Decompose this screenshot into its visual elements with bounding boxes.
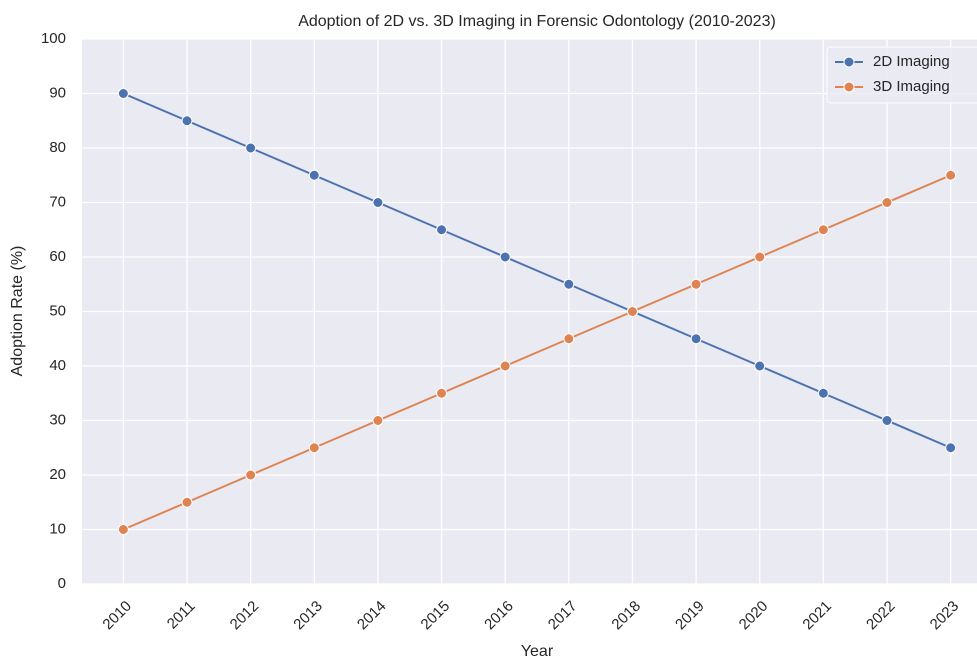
point xyxy=(690,278,702,290)
x-tick-label: 2016 xyxy=(481,598,517,634)
legend: 2D Imaging 3D Imaging xyxy=(826,46,977,104)
point xyxy=(181,496,193,508)
point xyxy=(117,88,129,99)
point xyxy=(245,469,257,481)
y-tick-label: 50 xyxy=(49,302,66,319)
x-tick-label: 2023 xyxy=(927,598,963,634)
legend-label: 3D Imaging xyxy=(873,78,950,95)
point xyxy=(499,251,511,263)
x-tick-label: 2010 xyxy=(99,598,135,634)
point xyxy=(372,415,384,426)
x-tick-label: 2017 xyxy=(545,598,581,634)
point xyxy=(881,197,893,208)
x-axis-label: Year xyxy=(521,643,554,660)
y-tick-label: 80 xyxy=(49,139,66,156)
y-tick-label: 30 xyxy=(49,411,66,428)
point xyxy=(245,142,257,154)
point xyxy=(945,169,957,181)
point xyxy=(563,333,575,345)
point xyxy=(563,278,575,290)
point xyxy=(181,115,193,127)
point xyxy=(499,360,511,372)
point xyxy=(308,169,320,181)
y-tick-label: 100 xyxy=(41,30,66,47)
legend-marker xyxy=(843,56,855,68)
point xyxy=(754,251,766,263)
point xyxy=(817,387,829,399)
point xyxy=(308,442,320,454)
x-tick-label: 2022 xyxy=(863,598,899,634)
x-tick-label: 2015 xyxy=(418,598,454,634)
y-tick-label: 60 xyxy=(49,248,66,265)
x-tick-label: 2011 xyxy=(164,598,199,633)
y-tick-label: 40 xyxy=(49,357,66,374)
legend-marker xyxy=(843,81,855,93)
x-tick-label: 2020 xyxy=(736,598,772,634)
point xyxy=(436,387,448,399)
x-tick-label: 2018 xyxy=(608,598,644,634)
y-tick-label: 90 xyxy=(49,84,66,101)
y-axis-label: Adoption Rate (%) xyxy=(9,246,26,377)
y-tick-label: 10 xyxy=(49,520,66,537)
x-tick-label: 2019 xyxy=(672,598,708,634)
marks xyxy=(117,88,957,535)
point xyxy=(626,306,638,317)
x-tick-label: 2012 xyxy=(227,598,263,634)
x-tick-label: 2014 xyxy=(354,598,390,634)
point xyxy=(881,415,893,426)
point xyxy=(372,197,384,208)
grid xyxy=(82,38,977,585)
y-tick-label: 20 xyxy=(49,466,66,483)
legend-label: 2D Imaging xyxy=(873,53,950,70)
point xyxy=(817,224,829,236)
series-line xyxy=(122,174,952,531)
legend-box xyxy=(826,46,977,104)
chart-title: Adoption of 2D vs. 3D Imaging in Forensi… xyxy=(298,13,776,30)
point xyxy=(117,524,129,535)
x-tick-label: 2021 xyxy=(799,598,835,634)
y-tick-label: 0 xyxy=(58,575,66,592)
point xyxy=(945,442,957,454)
point xyxy=(436,224,448,236)
series-line xyxy=(122,92,952,449)
y-tick-label: 70 xyxy=(49,193,66,210)
x-tick-label: 2013 xyxy=(290,598,326,634)
point xyxy=(754,360,766,372)
point xyxy=(690,333,702,345)
